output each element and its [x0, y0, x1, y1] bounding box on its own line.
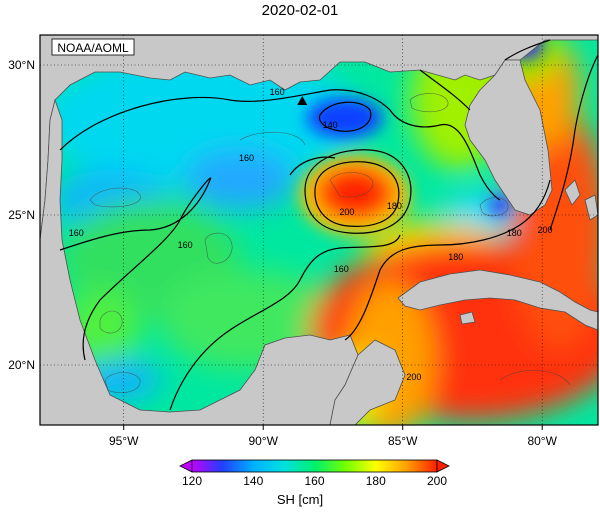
contour-label: 160 — [334, 264, 349, 274]
yucatan — [329, 339, 406, 425]
credit-text: NOAA/AOML — [57, 41, 129, 55]
contour-160-west — [59, 177, 212, 361]
contour-label: 200 — [537, 225, 552, 235]
colorbar-tick-label: 140 — [243, 474, 263, 488]
axis-labels: 95°W 90°W 85°W 80°W 20°N 25°N 30°N — [8, 58, 557, 448]
lat-tick-label: 30°N — [8, 58, 35, 72]
isla-juventud — [459, 311, 476, 325]
colorbar-label: SH [cm] — [276, 492, 324, 507]
contour-label: 160 — [178, 240, 193, 250]
colorbar-tick-label: 160 — [304, 474, 324, 488]
contour-label: 180 — [448, 252, 463, 262]
lon-tick-label: 80°W — [527, 434, 557, 448]
lon-tick-label: 85°W — [388, 434, 418, 448]
contour-180-south — [344, 179, 551, 341]
contour-label: 160 — [239, 153, 254, 163]
colorbar: 120 140 160 180 200 — [179, 459, 450, 488]
colorbar-tick-label: 120 — [182, 474, 202, 488]
contour-label: 200 — [406, 372, 421, 382]
contour-160-gulf-a — [289, 156, 336, 176]
colorbar-tick-label: 180 — [366, 474, 386, 488]
contour-160-bigbend — [419, 69, 471, 111]
contours — [59, 39, 598, 411]
lat-tick-label: 25°N — [8, 208, 35, 222]
contour-160-central — [169, 234, 401, 411]
map-title: 2020-02-01 — [261, 2, 339, 19]
map-plot-area: 160 140 160 200 180 160 160 160 180 180 200 200 — [40, 35, 598, 425]
contour-160-north — [59, 89, 501, 201]
contour-140-loop — [318, 101, 372, 132]
lat-tick-label: 20°N — [8, 358, 35, 372]
bahamas — [564, 179, 598, 221]
triangle-icon — [297, 96, 308, 105]
credit-box: NOAA/AOML — [51, 38, 135, 56]
contour-200-eddy — [314, 161, 400, 227]
colorbar-low-arrow — [179, 459, 193, 473]
contour-200-east — [549, 54, 598, 231]
contour-label: 180 — [387, 201, 402, 211]
contour-label: 160 — [69, 228, 84, 238]
colorbar-high-arrow — [436, 459, 450, 473]
map-frame — [39, 34, 599, 426]
contour-labels: 160 140 160 200 180 160 160 160 180 180 200 200 — [69, 87, 553, 382]
land — [40, 35, 598, 425]
colorbar-bar — [191, 459, 438, 473]
contour-180-east — [504, 39, 551, 61]
florida — [464, 59, 553, 216]
contour-label: 200 — [339, 207, 354, 217]
contour-label: 140 — [323, 120, 338, 130]
contour-label: 180 — [507, 228, 522, 238]
colorbar-tick-label: 200 — [427, 474, 447, 488]
contour-label: 160 — [270, 87, 285, 97]
cuba — [397, 269, 598, 331]
lon-tick-label: 95°W — [109, 434, 139, 448]
contour-180-eddy — [304, 149, 412, 234]
lon-tick-label: 90°W — [248, 434, 278, 448]
